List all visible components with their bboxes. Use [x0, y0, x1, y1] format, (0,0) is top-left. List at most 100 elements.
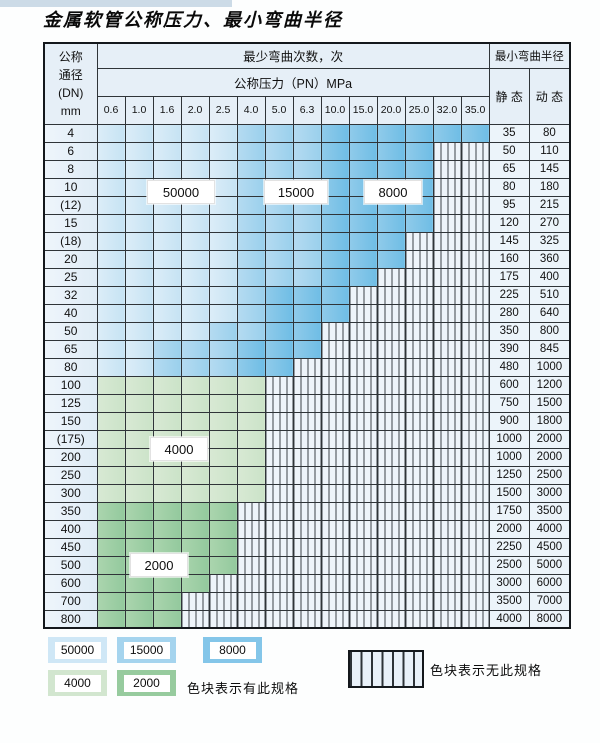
spec-cell-c50 — [96, 195, 126, 215]
spec-cell-c50 — [96, 339, 126, 359]
table-row: 25 175 400 — [43, 267, 571, 287]
dynamic-radius-value: 5000 — [528, 555, 571, 575]
spec-cell-c15 — [236, 303, 266, 323]
no-spec-cell — [460, 537, 490, 557]
no-spec-cell — [460, 249, 490, 269]
dynamic-radius-value: 180 — [528, 177, 571, 197]
no-spec-cell — [348, 375, 378, 395]
spec-cell-c8 — [348, 159, 378, 179]
spec-cell-c50 — [208, 123, 238, 143]
spec-cell-c4 — [180, 375, 210, 395]
no-spec-cell — [320, 609, 350, 629]
dynamic-radius-value: 640 — [528, 303, 571, 323]
no-spec-cell — [320, 375, 350, 395]
no-spec-cell — [460, 141, 490, 161]
spec-cell-c8 — [348, 231, 378, 251]
spec-cell-c8 — [404, 123, 434, 143]
no-spec-cell — [404, 519, 434, 539]
no-spec-cell — [264, 447, 294, 467]
no-spec-cell — [432, 483, 462, 503]
no-spec-cell — [208, 591, 238, 611]
spec-cell-c4 — [208, 393, 238, 413]
static-radius-value: 95 — [488, 195, 530, 215]
no-spec-cell — [236, 591, 266, 611]
static-radius-value: 2250 — [488, 537, 530, 557]
dn-label: 25 — [43, 267, 98, 287]
spec-cell-c2 — [124, 537, 154, 557]
table-row: 450 2250 4500 — [43, 537, 571, 557]
legend-swatch-label: 50000 — [54, 641, 101, 659]
spec-cell-c4 — [96, 429, 126, 449]
dynamic-radius-value: 400 — [528, 267, 571, 287]
no-spec-cell — [460, 303, 490, 323]
dn-label: 800 — [43, 609, 98, 629]
spec-cell-c2 — [96, 609, 126, 629]
table-row: 80 480 1000 — [43, 357, 571, 377]
spec-cell-c8 — [320, 159, 350, 179]
dynamic-radius-value: 145 — [528, 159, 571, 179]
spec-cell-c15 — [292, 213, 322, 233]
no-spec-cell — [348, 339, 378, 359]
no-spec-cell — [292, 411, 322, 431]
spec-cell-c50 — [124, 123, 154, 143]
dynamic-radius-value: 2000 — [528, 447, 571, 467]
no-spec-cell — [348, 573, 378, 593]
no-spec-cell — [292, 429, 322, 449]
spec-cell-c2 — [152, 609, 182, 629]
no-spec-cell — [460, 195, 490, 215]
spec-cell-c2 — [124, 501, 154, 521]
no-spec-cell — [320, 519, 350, 539]
spec-cell-c50 — [124, 177, 154, 197]
spec-cell-c15 — [236, 177, 266, 197]
spec-cell-c50 — [96, 141, 126, 161]
no-spec-cell — [292, 357, 322, 377]
spec-cell-c4 — [208, 375, 238, 395]
spec-cell-c4 — [124, 393, 154, 413]
dynamic-radius-value: 845 — [528, 339, 571, 359]
dn-header-line: 公称 — [58, 49, 83, 64]
dn-label: 250 — [43, 465, 98, 485]
static-radius-value: 2500 — [488, 555, 530, 575]
spec-cell-c50 — [152, 285, 182, 305]
no-spec-cell — [348, 555, 378, 575]
spec-cell-c8 — [292, 339, 322, 359]
no-spec-cell — [460, 321, 490, 341]
spec-cell-c2 — [96, 555, 126, 575]
has-spec-legend-text: 色块表示有此规格 — [187, 681, 300, 696]
no-spec-cell — [432, 195, 462, 215]
spec-cell-c2 — [152, 519, 182, 539]
no-spec-cell — [348, 285, 378, 305]
table-row: 32 225 510 — [43, 285, 571, 305]
no-spec-cell — [432, 609, 462, 629]
spec-cell-c8 — [348, 141, 378, 161]
spec-cell-c8 — [348, 123, 378, 143]
legend-swatch-label: 8000 — [209, 641, 256, 659]
spec-cell-c8 — [432, 123, 462, 143]
dn-label: 125 — [43, 393, 98, 413]
spec-cell-c8 — [236, 357, 266, 377]
spec-cell-c4 — [124, 483, 154, 503]
spec-cell-c50 — [208, 249, 238, 269]
no-spec-cell — [348, 465, 378, 485]
region-cycles-label: 8000 — [364, 180, 422, 204]
page-title: 金属软管公称压力、最小弯曲半径 — [43, 10, 343, 31]
static-radius-value: 4000 — [488, 609, 530, 629]
no-spec-cell — [404, 447, 434, 467]
spec-cell-c50 — [96, 249, 126, 269]
spec-cell-c2 — [96, 501, 126, 521]
no-spec-cell — [404, 609, 434, 629]
spec-cell-c8 — [320, 213, 350, 233]
no-spec-cell — [320, 465, 350, 485]
no-spec-cell — [432, 393, 462, 413]
dn-label: 15 — [43, 213, 98, 233]
spec-cell-c2 — [208, 537, 238, 557]
spec-cell-c15 — [236, 249, 266, 269]
no-spec-cell — [292, 573, 322, 593]
no-spec-cell — [292, 393, 322, 413]
no-spec-cell — [432, 231, 462, 251]
spec-cell-c8 — [264, 285, 294, 305]
no-spec-cell — [404, 249, 434, 269]
pressure-tick: 25.0 — [404, 95, 434, 125]
no-spec-cell — [376, 321, 406, 341]
